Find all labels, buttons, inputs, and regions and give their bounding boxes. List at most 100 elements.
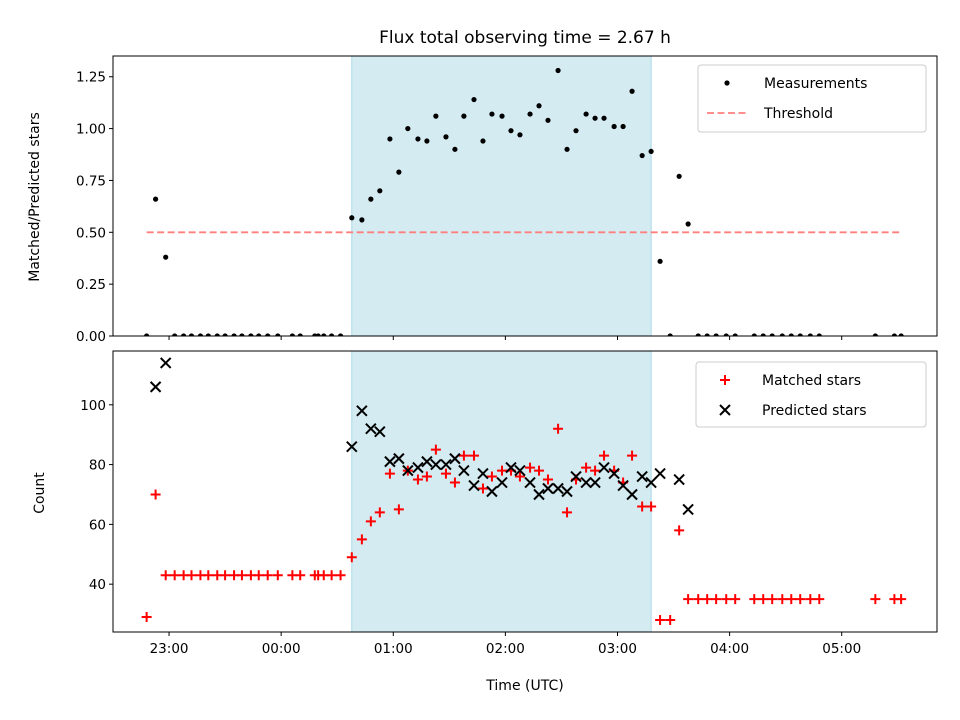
matched-stars-point-11 (236, 570, 247, 581)
measurements-point-7 (205, 333, 211, 336)
predicted-stars-point-9 (412, 461, 424, 474)
measurements-point-51 (611, 123, 617, 130)
measurements-point-33 (443, 134, 449, 140)
matched-stars-point-45 (553, 423, 564, 434)
predicted-stars-point-15 (468, 479, 480, 492)
predicted-stars-point-22 (533, 488, 545, 501)
measurements-point-31 (424, 138, 430, 144)
predicted-stars-point-14 (458, 464, 470, 477)
matched-stars-point-50 (599, 450, 610, 461)
predicted-stars-point-17 (486, 485, 498, 498)
measurements-point-35 (461, 113, 467, 119)
predicted-stars-point-8 (402, 464, 414, 477)
top-panel: 0.00 0.25 0.50 0.75 1.00 1.25 Measurements Thre… (76, 55, 938, 345)
matched-stars-point-9 (220, 570, 231, 581)
measurements-point-2 (163, 254, 169, 260)
predicted-stars-point-18 (496, 476, 508, 489)
measurements-point-65 (751, 333, 757, 336)
predicted-stars-point-24 (552, 482, 564, 495)
matched-stars-point-33 (440, 468, 451, 479)
measurements-point-45 (555, 67, 561, 74)
top-y-tick-label-2: 0.50 (76, 225, 106, 241)
matched-stars-point-57 (665, 615, 676, 626)
measurements-point-27 (387, 136, 393, 142)
matched-stars-point-1 (150, 489, 161, 500)
bottom-x-tick-label-5: 04:00 (710, 641, 749, 657)
measurements-point-40 (508, 128, 514, 134)
measurements-point-11 (239, 333, 245, 336)
matched-stars-point-0 (141, 612, 152, 623)
measurements-point-64 (732, 333, 738, 336)
predicted-stars-point-33 (636, 470, 648, 483)
measurements-point-49 (592, 115, 598, 121)
predicted-stars-point-26 (570, 470, 582, 483)
measurements-point-1 (153, 196, 159, 202)
matched-stars-point-60 (693, 594, 704, 605)
matched-stars-point-62 (711, 594, 722, 605)
predicted-stars-point-31 (617, 479, 629, 492)
matched-stars-point-44 (542, 474, 553, 485)
top-y-tick-label-3: 0.75 (76, 173, 106, 189)
matched-stars-point-46 (562, 507, 573, 518)
predicted-stars-point-5 (374, 426, 386, 438)
top-shaded-span (351, 56, 652, 336)
matched-stars-point-61 (702, 594, 713, 605)
predicted-stars-point-23 (542, 482, 554, 495)
matched-stars-point-56 (655, 615, 666, 626)
matched-stars-legend-label: Matched stars (762, 373, 861, 389)
matched-stars-point-54 (637, 501, 648, 512)
predicted-stars-legend-label: Predicted stars (762, 403, 867, 419)
top-y-tick-label-1: 0.25 (76, 277, 106, 293)
bottom-y-tick-label-0: 40 (89, 577, 106, 593)
matched-stars-point-2 (160, 570, 171, 581)
matched-stars-legend-swatch (720, 375, 730, 385)
matched-stars-point-67 (767, 594, 778, 605)
matched-stars-point-37 (477, 483, 488, 494)
predicted-stars-point-16 (477, 467, 489, 480)
matched-stars-point-65 (749, 594, 760, 605)
top-plot-area (144, 67, 904, 336)
bottom-y-tick-label-2: 80 (89, 458, 106, 474)
measurements-point-9 (222, 333, 228, 336)
matched-stars-point-27 (384, 468, 395, 479)
matched-stars-point-22 (335, 570, 346, 581)
measurements-point-41 (517, 132, 523, 138)
measurements-point-36 (471, 96, 477, 103)
bottom-legend-box (695, 361, 927, 428)
measurements-point-16 (289, 333, 295, 336)
predicted-stars-point-13 (449, 452, 461, 465)
matched-stars-point-26 (374, 507, 385, 518)
predicted-stars-point-2 (346, 440, 358, 453)
measurements-point-58 (676, 173, 682, 179)
measurements-point-25 (368, 196, 374, 202)
bottom-x-tick-label-3: 02:00 (486, 641, 525, 657)
top-y-tick-label-4: 1.00 (76, 122, 106, 138)
bottom-plot-area (141, 357, 907, 626)
measurements-point-74 (891, 333, 897, 336)
predicted-stars-point-35 (654, 467, 666, 480)
measurements-point-23 (349, 215, 355, 221)
matched-stars-point-30 (412, 474, 423, 485)
matched-stars-point-63 (721, 594, 732, 605)
predicted-stars-point-12 (440, 458, 452, 471)
bottom-panel: 40 60 80 100 23:00 00:00 01:00 02:00 03:00 04:00 0… (80, 350, 938, 657)
bottom-shaded-span (351, 351, 652, 632)
threshold-legend-label: Threshold (763, 106, 833, 122)
measurements-point-19 (315, 333, 321, 336)
predicted-stars-point-10 (421, 455, 433, 468)
matched-stars-point-34 (449, 477, 460, 488)
matched-stars-point-49 (590, 465, 601, 476)
measurements-point-24 (359, 217, 365, 223)
bottom-x-tick-label-1: 00:00 (262, 641, 301, 657)
measurements-point-30 (415, 136, 421, 142)
matched-stars-point-43 (534, 465, 545, 476)
measurements-point-39 (499, 113, 505, 119)
predicted-stars-point-21 (524, 476, 536, 489)
matched-stars-point-53 (627, 450, 638, 461)
measurements-point-56 (657, 258, 663, 264)
predicted-stars-point-34 (645, 476, 657, 489)
matched-stars-point-17 (295, 570, 306, 581)
measurements-point-6 (197, 333, 204, 336)
matched-stars-point-73 (870, 594, 881, 605)
measurements-point-3 (172, 333, 178, 336)
